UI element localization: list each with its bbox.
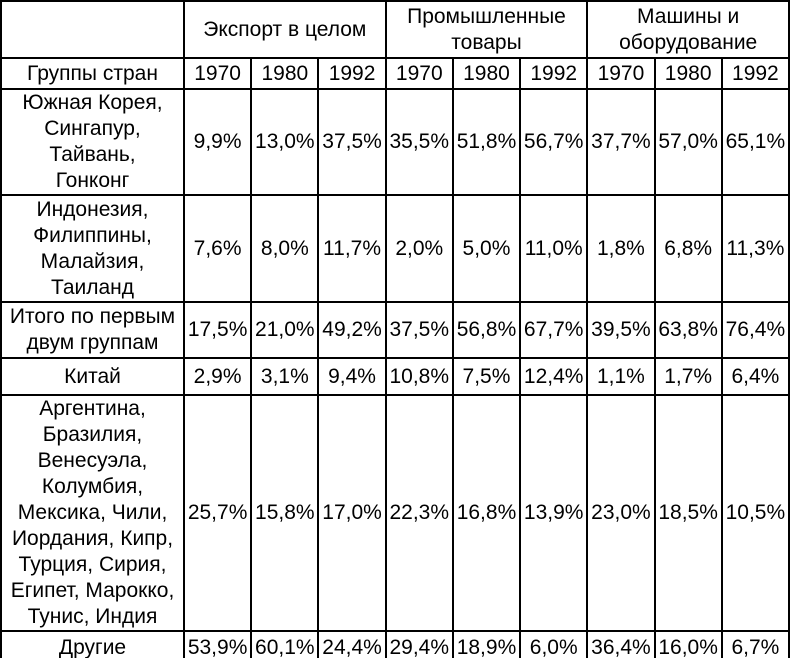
value-cell: 12,4% (519, 357, 589, 396)
year-header: 1980 (451, 57, 522, 90)
table-row-others: Другие 53,9% 60,1% 24,4% 29,4% 18,9% 6,0… (0, 630, 790, 658)
value-cell: 8,0% (250, 194, 320, 303)
row-label: Индонезия, Филиппины, Малайзия, Таиланд (0, 194, 185, 303)
value-cell: 17,5% (182, 301, 253, 359)
value-cell: 76,4% (720, 301, 790, 359)
value-cell: 2,9% (182, 357, 253, 396)
value-cell: 35,5% (384, 88, 454, 196)
year-header: 1992 (519, 57, 589, 90)
value-cell: 11,0% (519, 194, 589, 303)
year-header: 1992 (720, 57, 790, 90)
value-cell: 6,0% (519, 630, 589, 658)
row-header-label: Группы стран (0, 57, 185, 90)
year-header: 1970 (384, 57, 454, 90)
value-cell: 7,6% (182, 194, 253, 303)
value-cell: 36,4% (586, 630, 656, 658)
value-cell: 22,3% (384, 394, 454, 632)
value-cell: 56,7% (519, 88, 589, 196)
value-cell: 6,8% (653, 194, 723, 303)
value-cell: 1,1% (586, 357, 656, 396)
value-cell: 67,7% (519, 301, 589, 359)
corner-cell (0, 0, 185, 59)
value-cell: 16,8% (451, 394, 522, 632)
row-label: Другие (0, 630, 185, 658)
row-label: Аргентина, Бразилия, Венесуэла, Колумбия… (0, 394, 185, 632)
value-cell: 57,0% (653, 88, 723, 196)
year-header: 1970 (182, 57, 253, 90)
value-cell: 2,0% (384, 194, 454, 303)
value-cell: 37,5% (317, 88, 387, 196)
value-cell: 10,5% (720, 394, 790, 632)
value-cell: 60,1% (250, 630, 320, 658)
table-row-china: Китай 2,9% 3,1% 9,4% 10,8% 7,5% 12,4% 1,… (0, 357, 790, 396)
value-cell: 63,8% (653, 301, 723, 359)
column-group-header-row: Экспорт в целом Промышленные товары Маши… (0, 0, 790, 59)
value-cell: 25,7% (182, 394, 253, 632)
value-cell: 37,7% (586, 88, 656, 196)
value-cell: 21,0% (250, 301, 320, 359)
value-cell: 24,4% (317, 630, 387, 658)
value-cell: 53,9% (182, 630, 253, 658)
value-cell: 5,0% (451, 194, 522, 303)
year-header: 1992 (317, 57, 387, 90)
row-label: Южная Корея, Сингапур, Тайвань, Гонконг (0, 88, 185, 196)
value-cell: 37,5% (384, 301, 454, 359)
value-cell: 7,5% (451, 357, 522, 396)
value-cell: 39,5% (586, 301, 656, 359)
value-cell: 3,1% (250, 357, 320, 396)
value-cell: 29,4% (384, 630, 454, 658)
value-cell: 6,7% (720, 630, 790, 658)
value-cell: 13,9% (519, 394, 589, 632)
value-cell: 56,8% (451, 301, 522, 359)
value-cell: 13,0% (250, 88, 320, 196)
column-group-machinery-equipment: Машины и оборудование (586, 0, 790, 59)
year-header: 1980 (653, 57, 723, 90)
table-row-other-developing: Аргентина, Бразилия, Венесуэла, Колумбия… (0, 394, 790, 632)
value-cell: 51,8% (451, 88, 522, 196)
column-group-exports-total: Экспорт в целом (183, 0, 387, 59)
value-cell: 6,4% (720, 357, 790, 396)
value-cell: 10,8% (384, 357, 454, 396)
value-cell: 16,0% (653, 630, 723, 658)
value-cell: 15,8% (250, 394, 320, 632)
row-label: Китай (0, 357, 185, 396)
value-cell: 23,0% (586, 394, 656, 632)
value-cell: 9,4% (317, 357, 387, 396)
value-cell: 9,9% (182, 88, 253, 196)
year-header: 1980 (250, 57, 320, 90)
value-cell: 49,2% (317, 301, 387, 359)
table-row-subtotal: Итого по первым двум группам 17,5% 21,0%… (0, 301, 790, 359)
value-cell: 1,7% (653, 357, 723, 396)
value-cell: 17,0% (317, 394, 387, 632)
value-cell: 11,3% (720, 194, 790, 303)
year-header: 1970 (586, 57, 656, 90)
value-cell: 65,1% (720, 88, 790, 196)
table-row-asean: Индонезия, Филиппины, Малайзия, Таиланд … (0, 194, 790, 303)
value-cell: 11,7% (317, 194, 387, 303)
value-cell: 18,5% (653, 394, 723, 632)
value-cell: 1,8% (586, 194, 656, 303)
row-label: Итого по первым двум группам (0, 301, 185, 359)
value-cell: 18,9% (451, 630, 522, 658)
table-row-nies: Южная Корея, Сингапур, Тайвань, Гонконг … (0, 88, 790, 196)
year-header-row: Группы стран 1970 1980 1992 1970 1980 19… (0, 57, 790, 90)
column-group-manufactured-goods: Промышленные товары (384, 0, 589, 59)
